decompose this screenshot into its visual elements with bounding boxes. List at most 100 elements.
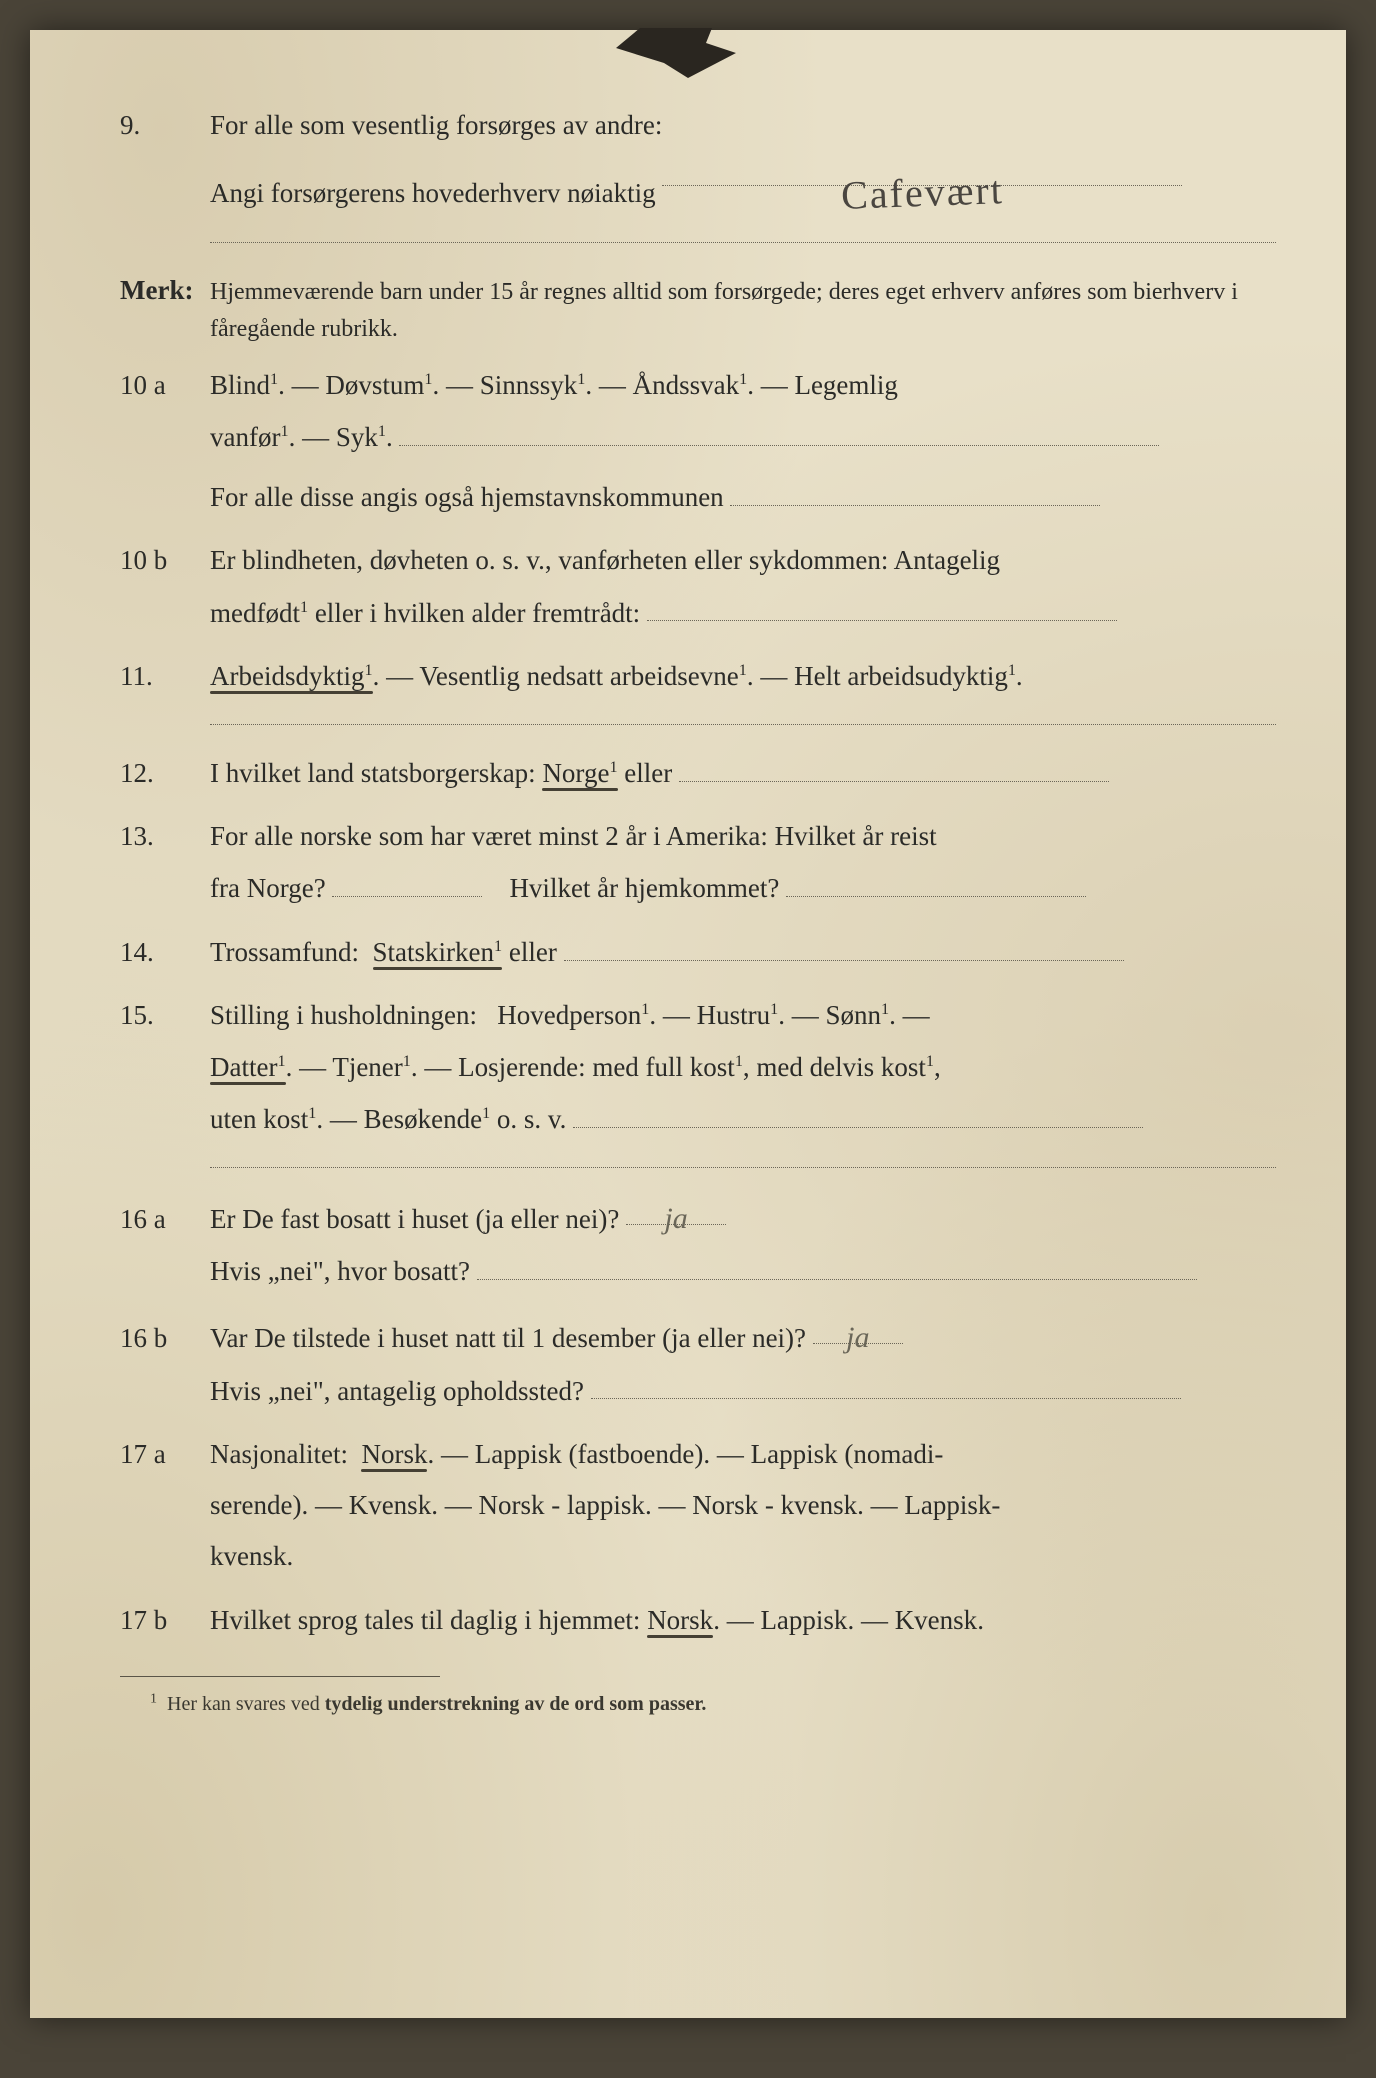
sep: —	[599, 370, 633, 400]
q10b-blank[interactable]	[647, 587, 1117, 622]
footnote-sup: 1	[150, 1691, 157, 1706]
q10b-rest: eller i hvilken alder fremtrådt:	[315, 597, 640, 627]
sep: —	[292, 370, 326, 400]
q13-blank1[interactable]	[332, 862, 482, 897]
question-17b: 17 b Hvilket sprog tales til daglig i hj…	[120, 1595, 1276, 1646]
sep: —	[861, 1605, 895, 1635]
question-17a: 17 a Nasjonalitet: Norsk. — Lappisk (fas…	[120, 1429, 1276, 1583]
q12-number: 12.	[120, 748, 210, 799]
q12-blank[interactable]	[679, 747, 1109, 782]
q15-hustru: Hustru	[697, 1000, 771, 1030]
sep: —	[445, 1490, 479, 1520]
q13-line2: fra Norge? Hvilket år hjemkommet?	[210, 862, 1276, 914]
q17b-number: 17 b	[120, 1595, 210, 1646]
q15-sonn: Sønn	[825, 1000, 881, 1030]
q10b-line1: Er blindheten, døvheten o. s. v., vanfør…	[210, 535, 1276, 586]
question-14: 14. Trossamfund: Statskirken1 eller	[120, 926, 1276, 978]
q10b-line2: medfødt1 eller i hvilken alder fremtrådt…	[210, 587, 1276, 639]
question-13: 13. For alle norske som har været minst …	[120, 811, 1276, 914]
q10a-opt-syk: Syk	[336, 422, 378, 452]
q16b-answer-field[interactable]: ja	[813, 1309, 903, 1344]
q15-uten: uten kost	[210, 1104, 308, 1134]
q17a-number: 17 a	[120, 1429, 210, 1480]
q17a-line1: Nasjonalitet: Norsk. — Lappisk (fastboen…	[210, 1429, 1276, 1480]
q16b-sub-blank[interactable]	[591, 1365, 1181, 1400]
sep: —	[792, 1000, 826, 1030]
q17a-o3a: Lappisk (nomadi-	[751, 1439, 944, 1469]
q10a-blank[interactable]	[399, 411, 1159, 446]
q16b-sub: Hvis „nei", antagelig opholdssted?	[210, 1375, 584, 1405]
question-16a: 16 a Er De fast bosatt i huset (ja eller…	[120, 1190, 1276, 1297]
q16a-answer: ja	[664, 1202, 687, 1235]
question-15: 15. Stilling i husholdningen: Hovedperso…	[120, 990, 1276, 1145]
q14-body: Trossamfund: Statskirken1 eller	[210, 926, 1276, 978]
q10a-opt-blind: Blind	[210, 370, 270, 400]
sep: —	[727, 1605, 761, 1635]
sep: —	[761, 370, 795, 400]
q16a-q: Er De fast bosatt i huset (ja eller nei)…	[210, 1204, 619, 1234]
q11-opt2: Vesentlig nedsatt arbeidsevne	[419, 661, 738, 691]
q13-blank2[interactable]	[786, 862, 1086, 897]
q10a-hjemstavn-blank[interactable]	[730, 471, 1100, 506]
q16a-answer-field[interactable]: ja	[626, 1190, 726, 1225]
q10a-line3: For alle disse angis også hjemstavnskomm…	[210, 471, 1276, 523]
question-12: 12. I hvilket land statsborgerskap: Norg…	[120, 747, 1276, 799]
q15-losj1: Losjerende: med full kost	[458, 1052, 735, 1082]
q9-answer: Cafevært	[840, 152, 1005, 234]
q14-label: Trossamfund:	[210, 937, 359, 967]
q17b-o3: Kvensk	[895, 1605, 978, 1635]
q10a-options-line1: Blind1. — Døvstum1. — Sinnssyk1. — Åndss…	[210, 360, 1276, 411]
q10a-opt-legemlig-b: vanfør	[210, 422, 280, 452]
q16a-line1: Er De fast bosatt i huset (ja eller nei)…	[210, 1190, 1276, 1245]
q15-lead: Stilling i husholdningen:	[210, 1000, 477, 1030]
q9-line1: For alle som vesentlig forsørges av andr…	[210, 100, 1276, 151]
q9-answer-field[interactable]: Cafevært	[662, 151, 1182, 186]
q10a-options-line2: vanfør1. — Syk1.	[210, 411, 1276, 463]
q17a-o7b: kvensk.	[210, 1541, 293, 1571]
sep: —	[302, 422, 336, 452]
q13-line1: For alle norske som har været minst 2 år…	[210, 811, 1276, 862]
q12-label: I hvilket land statsborgerskap:	[210, 758, 536, 788]
q14-blank[interactable]	[564, 926, 1124, 961]
divider	[210, 1167, 1276, 1168]
q10b-number: 10 b	[120, 535, 210, 586]
q15-besok: Besøkende	[364, 1104, 482, 1134]
merk-text: Hjemmeværende barn under 15 år regnes al…	[210, 274, 1276, 348]
q11-opt1-underlined: Arbeidsdyktig1	[210, 661, 373, 691]
q15-line1: Stilling i husholdningen: Hovedperson1. …	[210, 990, 1276, 1041]
q9-number: 9.	[120, 100, 210, 151]
q15-hovedperson: Hovedperson	[497, 1000, 641, 1030]
sep: —	[663, 1000, 697, 1030]
sep: —	[386, 661, 419, 691]
q17a-o4: Kvensk	[349, 1490, 432, 1520]
sep: —	[315, 1490, 349, 1520]
q13-number: 13.	[120, 811, 210, 862]
q17b-lead: Hvilket sprog tales til daglig i hjemmet…	[210, 1605, 640, 1635]
question-10a: 10 a Blind1. — Døvstum1. — Sinnssyk1. — …	[120, 360, 1276, 523]
q17a-line3: kvensk.	[210, 1531, 1276, 1582]
q16a-line2: Hvis „nei", hvor bosatt?	[210, 1245, 1276, 1297]
q9-line2: Angi forsørgerens hovederhverv nøiaktig …	[210, 151, 1276, 219]
sep: —	[717, 1439, 751, 1469]
divider	[210, 242, 1276, 243]
q16a-sub-blank[interactable]	[477, 1245, 1197, 1280]
q17a-o7a: Lappisk-	[904, 1490, 1000, 1520]
question-9: 9. For alle som vesentlig forsørges av a…	[120, 100, 1276, 220]
q15-line3: uten kost1. — Besøkende1 o. s. v.	[210, 1093, 1276, 1145]
q10a-opt-sinnssyk: Sinnssyk	[480, 370, 578, 400]
merk-label: Merk:	[120, 265, 210, 316]
q12-or: eller	[624, 758, 672, 788]
q15-datter-underlined: Datter1	[210, 1052, 286, 1082]
q17b-o2: Lappisk	[760, 1605, 847, 1635]
q10a-hjemstavn: For alle disse angis også hjemstavnskomm…	[210, 482, 724, 512]
footnote-rule	[120, 1676, 440, 1677]
sep: —	[903, 1000, 930, 1030]
sep: —	[330, 1104, 364, 1134]
q14-statskirken-underlined: Statskirken1	[373, 937, 503, 967]
q16b-answer: ja	[846, 1321, 869, 1354]
q16a-sub: Hvis „nei", hvor bosatt?	[210, 1256, 470, 1286]
form-content: 9. For alle som vesentlig forsørges av a…	[120, 100, 1276, 1723]
q12-norge-underlined: Norge1	[542, 758, 617, 788]
question-16b: 16 b Var De tilstede i huset natt til 1 …	[120, 1309, 1276, 1416]
q15-blank[interactable]	[573, 1093, 1143, 1128]
